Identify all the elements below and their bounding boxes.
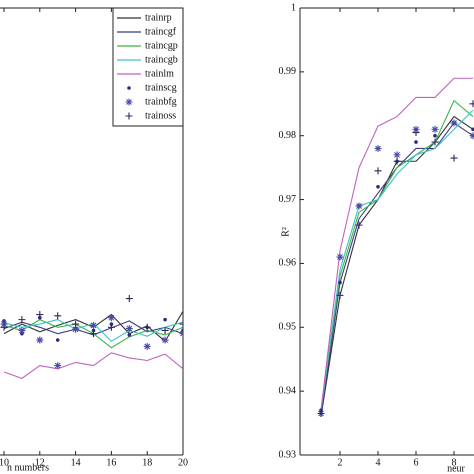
- y-tick-label: 0.93: [279, 449, 297, 460]
- dot-marker: [376, 185, 380, 189]
- star-marker: [355, 202, 363, 210]
- legend-label: trainbfg: [145, 96, 177, 107]
- plus-marker: [469, 100, 474, 108]
- x-tick-label: 2: [338, 457, 343, 468]
- plot-area: [0, 295, 183, 379]
- series-line: [3, 352, 183, 379]
- plus-marker: [107, 323, 115, 331]
- plus-marker: [0, 323, 8, 331]
- plus-marker: [179, 320, 183, 328]
- star-marker: [54, 362, 62, 370]
- star-marker: [36, 336, 44, 344]
- plus-marker: [317, 409, 325, 417]
- plus-marker: [125, 295, 133, 303]
- plus-marker: [36, 311, 44, 319]
- y-tick-label: 0.98: [279, 130, 297, 141]
- series-line: [320, 109, 474, 411]
- x-tick-label: 4: [376, 457, 381, 468]
- plus-marker: [374, 167, 382, 175]
- y-axis-label: R²: [280, 227, 291, 237]
- star-marker: [18, 326, 26, 334]
- x-axis-label: neur: [447, 463, 465, 474]
- star-marker: [161, 336, 169, 344]
- dot-marker: [127, 333, 132, 337]
- legend-label: trainscg: [145, 82, 177, 93]
- y-tick-label: 0.97: [279, 194, 297, 205]
- dot-marker: [338, 280, 342, 285]
- legend-label: trainlm: [145, 68, 174, 79]
- star-marker: [125, 325, 133, 333]
- plus-marker: [161, 326, 169, 334]
- dot-marker: [163, 317, 167, 322]
- x-tick-label: 10: [0, 457, 9, 468]
- x-tick-label: 18: [142, 457, 152, 468]
- legend-label: traincgb: [145, 54, 178, 65]
- x-axis-label: n numbers: [7, 462, 49, 473]
- plus-marker: [412, 129, 420, 137]
- series-line: [320, 99, 474, 411]
- y-tick-label: 1: [291, 2, 296, 13]
- legend-label: traincgf: [145, 26, 177, 37]
- y-tick-label: 0.94: [279, 385, 297, 396]
- axes-frame: [299, 7, 474, 456]
- star-marker: [469, 132, 474, 140]
- legend-label: trainoss: [145, 110, 176, 121]
- legend-label: traincgp: [145, 40, 178, 51]
- x-tick-label: 8: [452, 457, 457, 468]
- plus-marker: [450, 154, 458, 162]
- legend-box: [112, 7, 184, 127]
- star-marker: [450, 119, 458, 127]
- legend-swatch: [127, 86, 131, 90]
- y-tick-label: 0.99: [279, 66, 297, 77]
- x-tick-label: 6: [414, 457, 419, 468]
- legend-label: trainrp: [145, 12, 172, 23]
- plus-marker: [90, 330, 97, 338]
- legend-swatch: [125, 98, 133, 106]
- y-tick-label: 0.96: [279, 258, 297, 269]
- plus-marker: [336, 291, 344, 299]
- star-marker: [143, 342, 151, 350]
- plus-marker: [431, 138, 439, 146]
- dot-marker: [414, 140, 418, 144]
- plus-marker: [18, 316, 26, 324]
- dot-marker: [433, 133, 437, 138]
- star-marker: [90, 321, 97, 329]
- plot-area: [317, 77, 474, 417]
- plus-marker: [54, 312, 62, 320]
- plus-marker: [393, 157, 401, 165]
- star-marker: [107, 314, 115, 322]
- star-marker: [431, 125, 439, 133]
- star-marker: [179, 330, 183, 338]
- plus-marker: [355, 221, 363, 229]
- plus-marker: [72, 320, 80, 328]
- x-tick-label: 12: [35, 457, 45, 468]
- star-marker: [72, 325, 80, 333]
- star-marker: [336, 253, 344, 261]
- y-tick-label: 0.95: [279, 322, 297, 333]
- star-marker: [393, 151, 401, 159]
- x-tick-label: 14: [71, 457, 81, 468]
- dot-marker: [55, 338, 60, 342]
- star-marker: [374, 144, 382, 152]
- plus-marker: [143, 323, 151, 331]
- x-tick-label: 16: [106, 457, 116, 468]
- legend-swatch: [125, 112, 133, 120]
- x-tick-label: 20: [178, 457, 188, 468]
- series-line: [320, 77, 473, 411]
- dot-marker: [471, 127, 474, 132]
